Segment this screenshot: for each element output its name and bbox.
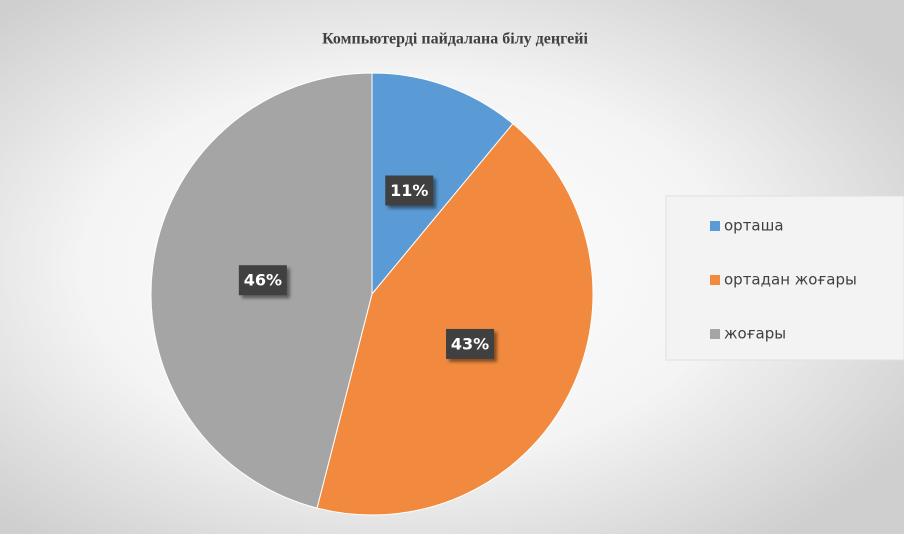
data-label-box (385, 175, 434, 206)
legend-label: орташа (724, 217, 784, 235)
legend-label: ортадан жоғары (724, 271, 857, 289)
legend-swatch (710, 329, 720, 339)
legend-swatch (710, 221, 720, 231)
data-label-box (238, 265, 287, 296)
pie-slice (316, 123, 594, 516)
pie-slice (371, 72, 514, 296)
chart-title: Компьютерді пайдалана білу деңгейі (322, 31, 588, 48)
data-label: 11% (390, 181, 428, 200)
data-label-box (446, 328, 495, 359)
legend-box (665, 195, 904, 361)
data-label: 46% (244, 271, 282, 290)
data-label: 43% (451, 334, 489, 353)
legend-swatch (710, 275, 720, 285)
legend-label: жоғары (724, 325, 786, 343)
